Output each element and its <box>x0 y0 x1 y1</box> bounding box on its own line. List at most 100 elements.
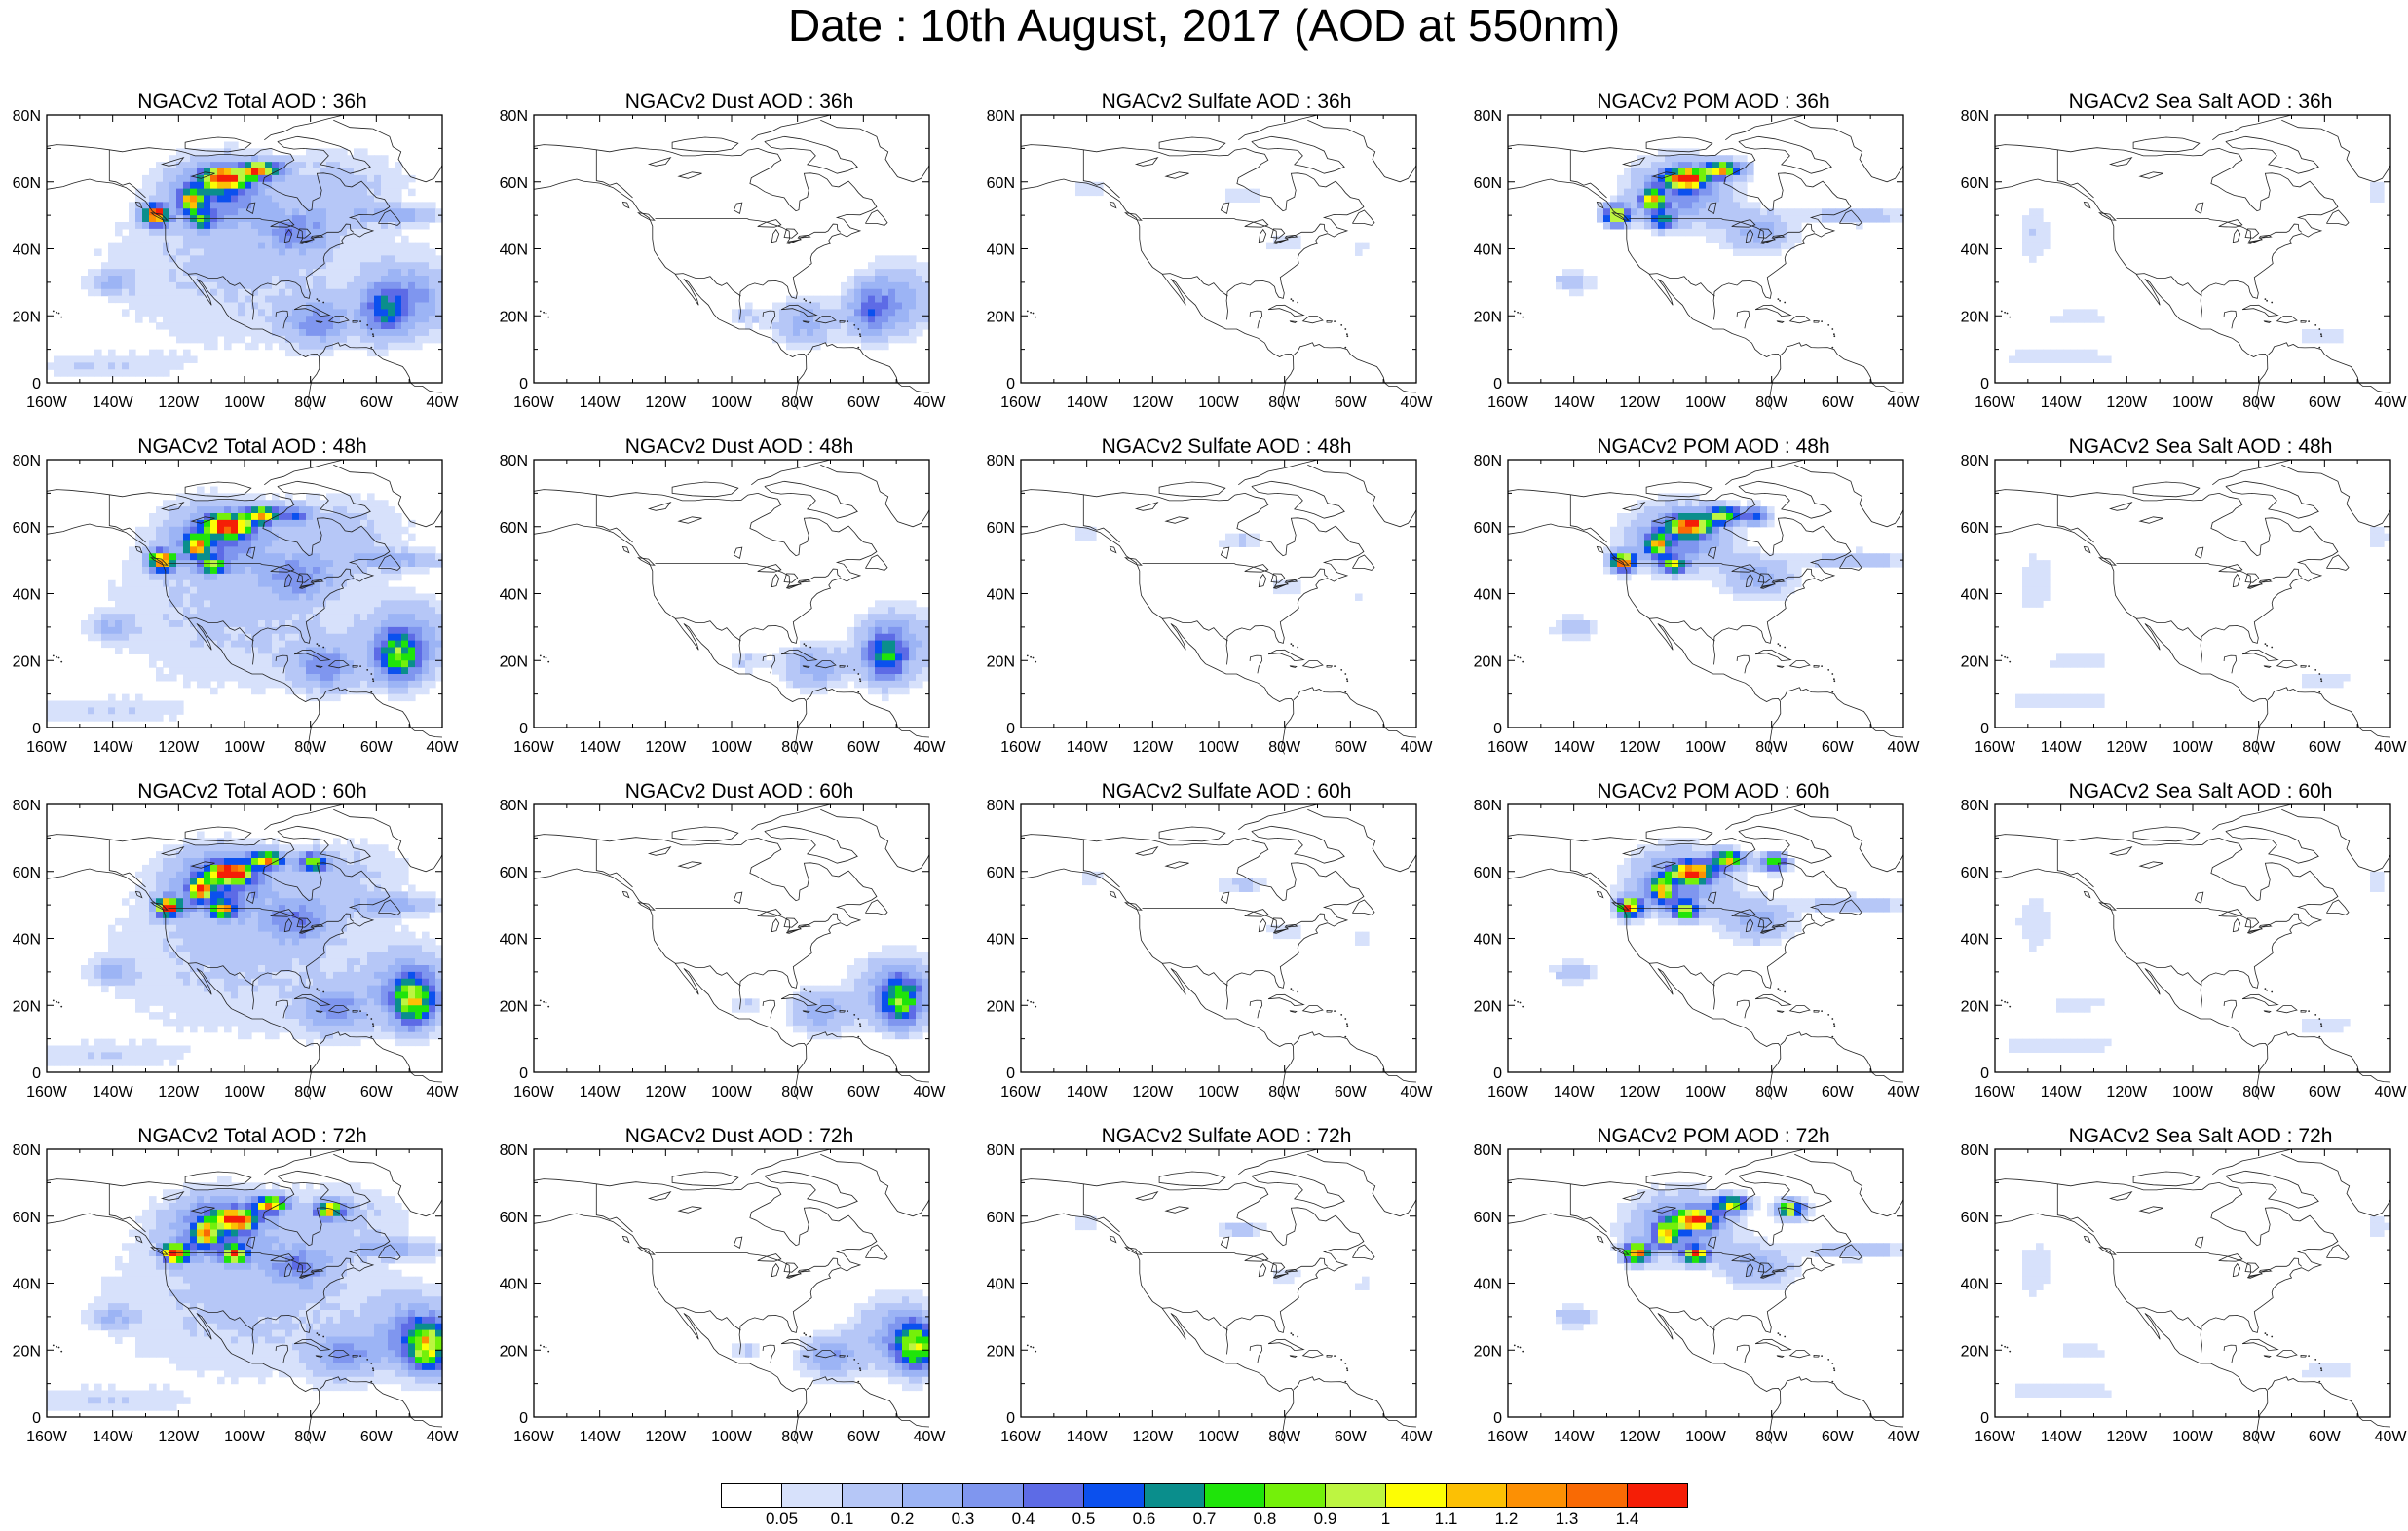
aod-cell <box>176 288 184 297</box>
aod-cell <box>292 228 300 237</box>
coastline <box>2241 304 2279 317</box>
aod-cell <box>1692 155 1700 163</box>
aod-cell <box>245 506 252 514</box>
aod-cell <box>169 188 177 197</box>
aod-cell <box>122 560 130 568</box>
aod-cell <box>1651 208 1659 216</box>
aod-cell <box>313 560 320 568</box>
aod-cell <box>875 295 883 304</box>
aod-cell <box>429 560 436 568</box>
aod-cell <box>299 222 307 230</box>
aod-cell <box>347 540 355 547</box>
aod-cell <box>1726 526 1734 535</box>
island-dot <box>52 654 55 657</box>
aod-cell <box>149 235 157 243</box>
aod-cell <box>1685 526 1693 535</box>
aod-cell <box>1631 519 1638 528</box>
aod-cell <box>88 369 95 377</box>
aod-cell <box>2050 349 2057 357</box>
aod-cell <box>1685 519 1693 528</box>
aod-cell <box>313 148 320 156</box>
aod-cell <box>1665 567 1673 575</box>
aod-cell <box>395 322 402 330</box>
aod-cell <box>1082 526 1090 535</box>
aod-cell <box>265 540 273 547</box>
aod-cell <box>238 614 245 621</box>
aod-cell <box>292 647 300 654</box>
aod-cell <box>285 342 293 351</box>
aod-cell <box>115 248 123 256</box>
aod-cell <box>163 573 170 581</box>
aod-cell <box>197 335 205 344</box>
aod-cell <box>1897 215 1904 223</box>
aod-cell <box>265 255 273 263</box>
aod-cell <box>374 680 382 689</box>
aod-cell <box>354 215 361 223</box>
aod-cell <box>333 188 341 197</box>
aod-cell <box>279 680 286 689</box>
aod-cell <box>435 281 443 290</box>
lon-tick-label: 40W <box>1888 739 1921 756</box>
aod-cell <box>395 674 402 682</box>
aod-cell <box>1569 633 1577 642</box>
coastline <box>160 501 185 511</box>
aod-cell <box>367 202 375 209</box>
aod-cell <box>360 607 368 615</box>
aod-cell <box>374 181 382 190</box>
aod-cell <box>868 262 876 270</box>
aod-cell <box>333 653 341 661</box>
aod-cell <box>360 195 368 203</box>
aod-cell <box>1712 222 1720 230</box>
aod-cell <box>279 276 286 283</box>
aod-cell <box>422 262 430 270</box>
aod-cell <box>395 600 402 608</box>
aod-cell <box>320 195 327 203</box>
aod-cell <box>258 607 266 615</box>
aod-cell <box>916 653 923 661</box>
lat-tick-label: 20N <box>13 653 41 670</box>
aod-cell <box>115 640 123 649</box>
aod-cell <box>1719 208 1727 216</box>
aod-cell <box>1665 155 1673 163</box>
aod-cell <box>360 560 368 568</box>
aod-cell <box>204 493 211 501</box>
aod-cell <box>374 295 382 304</box>
aod-cell <box>163 593 170 601</box>
aod-cell <box>142 647 150 654</box>
aod-cell <box>251 513 259 521</box>
aod-cell <box>1760 513 1768 521</box>
aod-cell <box>2015 349 2023 357</box>
aod-cell <box>2309 329 2316 337</box>
aod-cell <box>408 667 416 675</box>
aod-cell <box>347 281 355 290</box>
aod-cell <box>183 607 191 615</box>
aod-cell <box>258 202 266 209</box>
aod-cell <box>135 607 143 615</box>
aod-cell <box>395 255 402 263</box>
aod-cell <box>115 228 123 237</box>
aod-cell <box>1631 533 1638 541</box>
aod-cell <box>408 614 416 621</box>
aod-cell <box>909 600 917 608</box>
aod-cell <box>224 553 232 561</box>
coastline <box>283 228 293 243</box>
aod-cell <box>163 168 170 176</box>
aod-cell <box>2029 255 2037 263</box>
aod-cell <box>88 633 95 642</box>
aod-cell <box>306 667 314 675</box>
coastline <box>1645 481 1713 498</box>
aod-cell <box>279 335 286 344</box>
aod-cell <box>122 255 130 263</box>
aod-cell <box>360 553 368 561</box>
aod-cell <box>800 660 808 668</box>
aod-cell <box>135 626 143 635</box>
aod-cell <box>922 302 930 310</box>
aod-cell <box>360 329 368 337</box>
aod-cell <box>916 302 923 310</box>
aod-cell <box>333 640 341 649</box>
aod-cell <box>882 342 889 351</box>
aod-cell <box>231 195 239 203</box>
aod-cell <box>1644 162 1652 169</box>
coastline <box>1745 573 1754 588</box>
aod-cell <box>340 667 348 675</box>
